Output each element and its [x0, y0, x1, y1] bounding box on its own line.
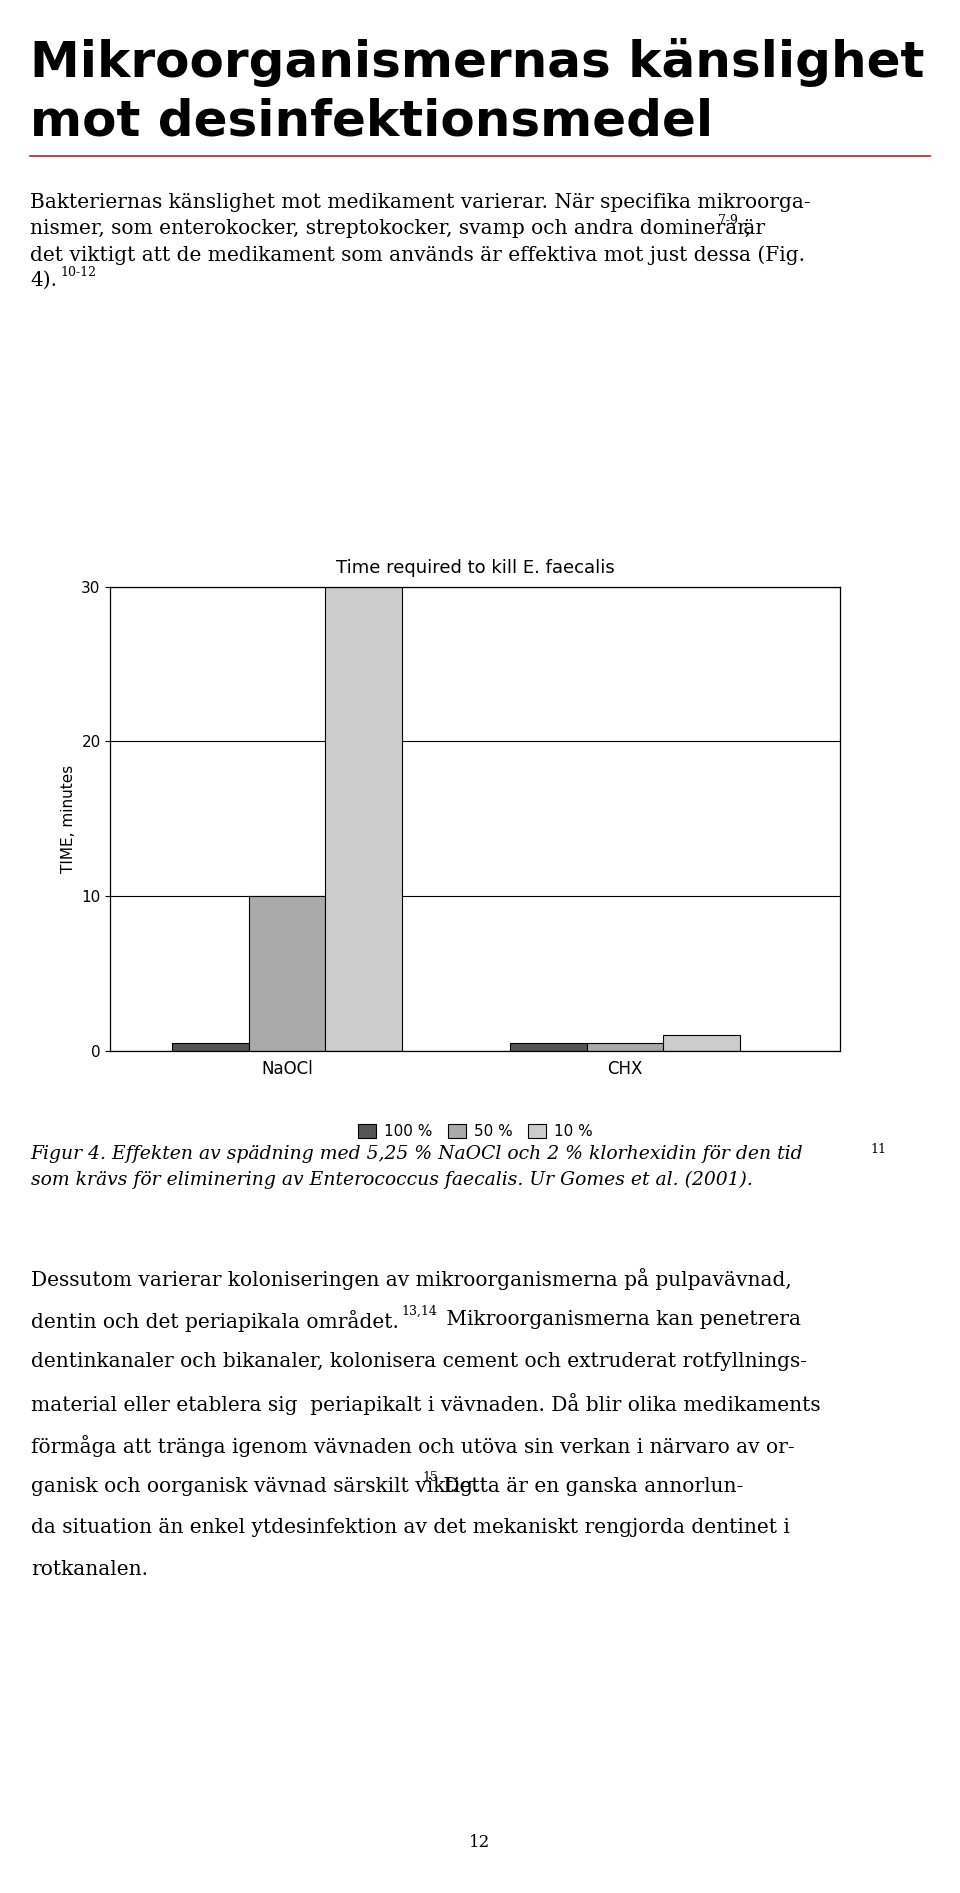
Bar	[249, 895, 325, 1051]
Text: Figur 4. Effekten av spädning med 5,25 % NaOCl och 2 % klorhexidin för den tid
s: Figur 4. Effekten av spädning med 5,25 %…	[31, 1145, 804, 1189]
Text: rotkanalen.: rotkanalen.	[31, 1560, 148, 1579]
Text: 12: 12	[469, 1834, 491, 1851]
Text: är: är	[737, 220, 765, 239]
Text: dentinkanaler och bikanaler, kolonisera cement och extruderat rotfyllnings-: dentinkanaler och bikanaler, kolonisera …	[31, 1352, 806, 1371]
Bar	[325, 587, 402, 1051]
Text: nismer, som enterokocker, streptokocker, svamp och andra dominerar,: nismer, som enterokocker, streptokocker,…	[30, 220, 751, 239]
Text: 7-9: 7-9	[718, 214, 738, 227]
Bar	[510, 1043, 587, 1051]
Text: 4).: 4).	[30, 271, 57, 290]
Text: Dessutom varierar koloniseringen av mikroorganismerna på pulpavävnad,: Dessutom varierar koloniseringen av mikr…	[31, 1268, 791, 1291]
Text: 11: 11	[871, 1143, 887, 1157]
Text: Mikroorganismernas känslighet: Mikroorganismernas känslighet	[30, 38, 924, 87]
Legend: 100 %, 50 %, 10 %: 100 %, 50 %, 10 %	[352, 1117, 598, 1145]
Text: förmåga att tränga igenom vävnaden och utöva sin verkan i närvaro av or-: förmåga att tränga igenom vävnaden och u…	[31, 1435, 794, 1458]
Text: Detta är en ganska annorlun-: Detta är en ganska annorlun-	[437, 1477, 743, 1495]
Text: ganisk och oorganisk vävnad särskilt viktig.: ganisk och oorganisk vävnad särskilt vik…	[31, 1477, 479, 1495]
Text: 13,14: 13,14	[401, 1304, 437, 1318]
Text: 10-12: 10-12	[60, 267, 96, 278]
Text: da situation än enkel ytdesinfektion av det mekaniskt rengjorda dentinet i: da situation än enkel ytdesinfektion av …	[31, 1518, 789, 1537]
Bar	[172, 1043, 249, 1051]
Bar	[587, 1043, 663, 1051]
Title: Time required to kill E. faecalis: Time required to kill E. faecalis	[336, 558, 614, 577]
Text: Mikroorganismerna kan penetrera: Mikroorganismerna kan penetrera	[440, 1310, 801, 1329]
Bar	[663, 1035, 740, 1051]
Text: mot desinfektionsmedel: mot desinfektionsmedel	[30, 98, 713, 146]
Text: 15: 15	[422, 1471, 439, 1484]
Text: det viktigt att de medikament som används är effektiva mot just dessa (Fig.: det viktigt att de medikament som använd…	[30, 244, 805, 265]
Text: Bakteriernas känslighet mot medikament varierar. När specifika mikroorga-: Bakteriernas känslighet mot medikament v…	[30, 193, 810, 212]
Text: material eller etablera sig  periapikalt i vävnaden. Då blir olika medikaments: material eller etablera sig periapikalt …	[31, 1393, 821, 1416]
Text: dentin och det periapikala området.: dentin och det periapikala området.	[31, 1310, 398, 1333]
Y-axis label: TIME, minutes: TIME, minutes	[60, 765, 76, 873]
